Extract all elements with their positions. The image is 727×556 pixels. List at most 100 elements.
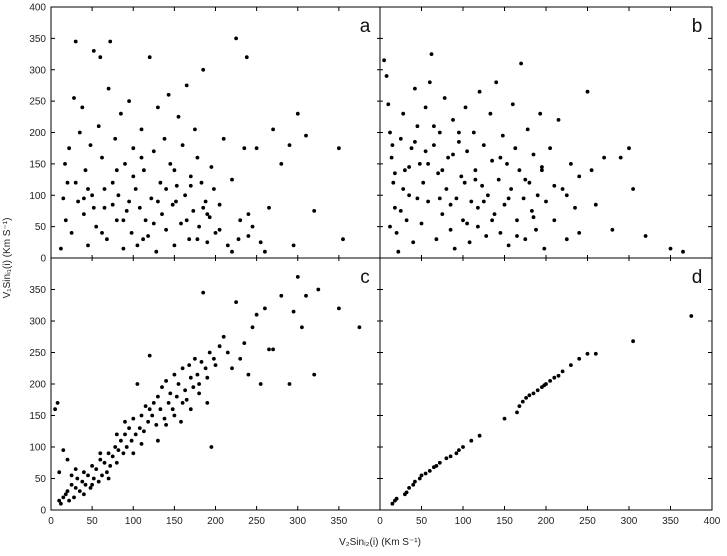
panel-d-point-5 bbox=[407, 486, 411, 490]
panel-a-point-15 bbox=[88, 143, 93, 148]
panel-b-point-123 bbox=[401, 187, 406, 191]
panel-b-point-40 bbox=[463, 105, 468, 110]
panel-c-point-62 bbox=[180, 366, 185, 371]
panel-b-point-94 bbox=[627, 146, 631, 151]
top-y-tick-label: 150 bbox=[29, 159, 46, 170]
panel-b-point-76 bbox=[538, 111, 543, 116]
panel-b-point-92 bbox=[610, 227, 615, 232]
panel-b-point-0 bbox=[382, 58, 386, 63]
panel-a-point-12 bbox=[82, 212, 86, 217]
panel-c-point-114 bbox=[131, 451, 136, 456]
panel-b-point-35 bbox=[452, 246, 457, 251]
panel-a-point-98 bbox=[337, 146, 341, 151]
panel-c-point-92 bbox=[271, 347, 275, 352]
panel-d-point-41 bbox=[631, 339, 635, 344]
panel-a-point-67 bbox=[195, 155, 200, 160]
panel-c-point-24 bbox=[102, 460, 107, 465]
panel-a-point-117 bbox=[73, 180, 78, 185]
panel-a-point-73 bbox=[207, 215, 212, 220]
panel-c-point-12 bbox=[77, 489, 82, 493]
panel-b-point-22 bbox=[426, 199, 430, 204]
left-x-tick-label: 100 bbox=[125, 516, 142, 527]
panel-b-label: b bbox=[692, 16, 703, 37]
panel-b-point-118 bbox=[552, 183, 557, 188]
top-y-tick-label: 250 bbox=[29, 97, 46, 108]
panel-c-point-115 bbox=[139, 442, 144, 446]
panel-b-point-79 bbox=[544, 199, 548, 204]
panel-c-point-53 bbox=[162, 416, 167, 421]
panel-c-point-26 bbox=[106, 451, 111, 456]
panel-a-point-97 bbox=[312, 209, 317, 213]
panel-a-point-123 bbox=[156, 199, 160, 204]
panel-c-point-47 bbox=[150, 413, 155, 418]
panel-a-point-84 bbox=[242, 146, 247, 151]
panel-d-point-24 bbox=[517, 404, 522, 408]
panel-c-point-77 bbox=[212, 356, 216, 361]
panel-b-point-124 bbox=[413, 140, 417, 144]
panel-b-point-91 bbox=[602, 155, 606, 160]
panel-a-point-92 bbox=[279, 162, 284, 166]
panel-c-point-10 bbox=[73, 486, 78, 490]
panel-c-point-43 bbox=[142, 429, 146, 434]
left-x-tick-label: 300 bbox=[289, 516, 306, 527]
panel-b-point-44 bbox=[471, 130, 476, 135]
panel-c-point-108 bbox=[82, 492, 86, 497]
panel-a-point-30 bbox=[119, 111, 123, 116]
panel-b-point-17 bbox=[415, 124, 420, 129]
panel-c-point-50 bbox=[156, 394, 160, 399]
panel-c-point-31 bbox=[116, 448, 121, 452]
panel-c-point-80 bbox=[221, 334, 226, 339]
panel-c-point-76 bbox=[209, 445, 214, 449]
panel-b-point-1 bbox=[384, 74, 389, 78]
panel-a-point-29 bbox=[116, 193, 121, 198]
panel-c-frame bbox=[50, 257, 381, 511]
panel-d-point-28 bbox=[531, 391, 536, 396]
panel-c-point-33 bbox=[121, 451, 126, 456]
panel-b-point-85 bbox=[569, 162, 573, 166]
panel-a-point-85 bbox=[244, 55, 249, 60]
panel-b-point-122 bbox=[393, 171, 397, 176]
panel-b-point-65 bbox=[515, 218, 519, 223]
panel-b-point-70 bbox=[525, 127, 530, 132]
panel-a-label: a bbox=[360, 16, 371, 37]
panel-a-point-36 bbox=[131, 146, 136, 151]
panel-d-point-35 bbox=[556, 373, 561, 378]
panel-a-point-72 bbox=[205, 240, 210, 245]
panel-b-point-125 bbox=[426, 162, 430, 166]
panel-b-point-58 bbox=[500, 133, 505, 138]
panel-a-point-103 bbox=[110, 202, 115, 207]
panel-a-point-126 bbox=[201, 205, 206, 210]
panel-b-point-81 bbox=[552, 218, 557, 223]
panel-b-point-74 bbox=[534, 227, 538, 232]
panel-d-point-29 bbox=[535, 388, 540, 393]
panel-b-point-93 bbox=[618, 155, 623, 160]
panel-c-point-2 bbox=[57, 498, 62, 503]
panel-b-point-18 bbox=[417, 162, 422, 166]
panel-a-point-101 bbox=[91, 205, 96, 210]
panel-b-point-30 bbox=[442, 96, 447, 100]
bottom-y-tick-label: 100 bbox=[29, 443, 46, 454]
panel-b-point-42 bbox=[467, 240, 472, 245]
panel-a-point-56 bbox=[172, 243, 177, 248]
panel-c-point-6 bbox=[65, 489, 70, 493]
panel-a-point-122 bbox=[139, 155, 144, 160]
panel-c-point-20 bbox=[94, 467, 99, 471]
panel-b-point-116 bbox=[531, 215, 536, 220]
panel-c-point-89 bbox=[258, 382, 263, 386]
panel-b-point-113 bbox=[506, 196, 511, 201]
top-y-tick-label: 400 bbox=[29, 3, 46, 14]
panel-a-point-124 bbox=[172, 168, 177, 173]
panel-b-point-33 bbox=[448, 227, 453, 232]
panel-a-point-82 bbox=[236, 237, 241, 242]
panel-b-point-80 bbox=[548, 146, 552, 151]
panel-c-point-71 bbox=[199, 360, 204, 364]
panel-c-point-52 bbox=[160, 385, 164, 389]
panel-c-point-9 bbox=[72, 495, 76, 500]
right-x-tick-label: 200 bbox=[538, 516, 555, 527]
panel-b-point-39 bbox=[461, 218, 465, 223]
panel-d-point-37 bbox=[569, 363, 573, 367]
panel-c-point-101 bbox=[337, 306, 341, 311]
panel-a-point-48 bbox=[156, 105, 160, 110]
panel-c-point-86 bbox=[246, 372, 251, 377]
panel-a-point-59 bbox=[179, 221, 183, 226]
